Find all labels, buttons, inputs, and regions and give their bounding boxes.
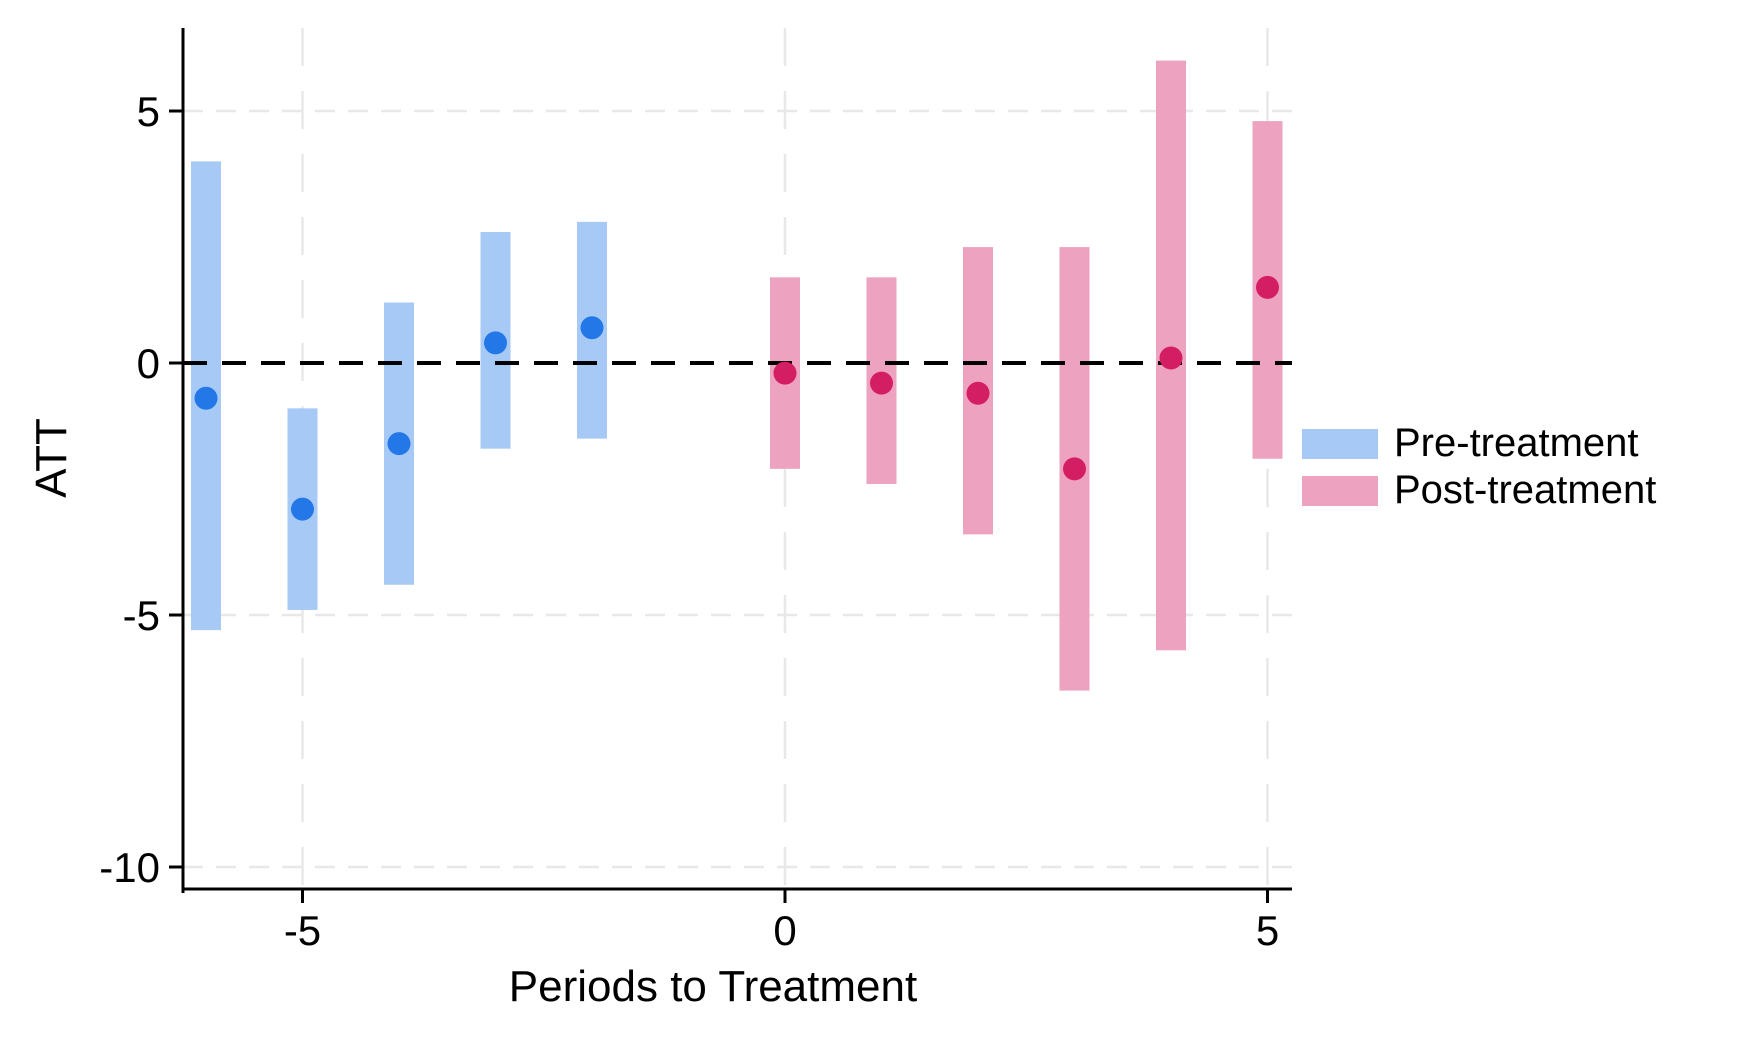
point-estimate-dot-period--3 bbox=[484, 331, 507, 355]
y-tick-label: 5 bbox=[137, 88, 160, 135]
point-estimate-dot-period--2 bbox=[580, 316, 604, 340]
point-estimate-dot-period-0 bbox=[773, 361, 797, 385]
legend-label-post-treatment: Post-treatment bbox=[1394, 468, 1657, 512]
point-estimate-dot-period-3 bbox=[1063, 457, 1086, 481]
y-tick-label: -5 bbox=[123, 592, 160, 639]
legend: Pre-treatment Post-treatment bbox=[1302, 420, 1656, 514]
point-estimate-dot-period--4 bbox=[387, 432, 411, 456]
x-axis-title: Periods to Treatment bbox=[508, 962, 918, 1011]
legend-swatch-post-treatment bbox=[1302, 475, 1378, 506]
point-estimate-dot-period--5 bbox=[291, 497, 314, 521]
legend-label-pre-treatment: Pre-treatment bbox=[1394, 421, 1639, 465]
y-tick-label: 0 bbox=[137, 340, 160, 387]
point-estimate-dot-period-1 bbox=[870, 371, 893, 395]
legend-swatch-pre-treatment bbox=[1302, 428, 1378, 459]
point-estimate-dot-period-4 bbox=[1159, 346, 1183, 370]
x-tick-label: -5 bbox=[284, 907, 321, 954]
point-estimate-dot-period-5 bbox=[1256, 275, 1279, 299]
point-estimate-dot-period-2 bbox=[966, 381, 990, 405]
x-tick-label: 0 bbox=[773, 907, 796, 954]
y-axis-title: ATT bbox=[27, 418, 76, 498]
x-tick-label: 5 bbox=[1256, 907, 1279, 954]
point-estimate-dot-period--6 bbox=[194, 386, 218, 410]
legend-item-pre-treatment: Pre-treatment bbox=[1302, 420, 1656, 467]
y-tick-label: -10 bbox=[99, 844, 160, 891]
legend-item-post-treatment: Post-treatment bbox=[1302, 467, 1656, 514]
